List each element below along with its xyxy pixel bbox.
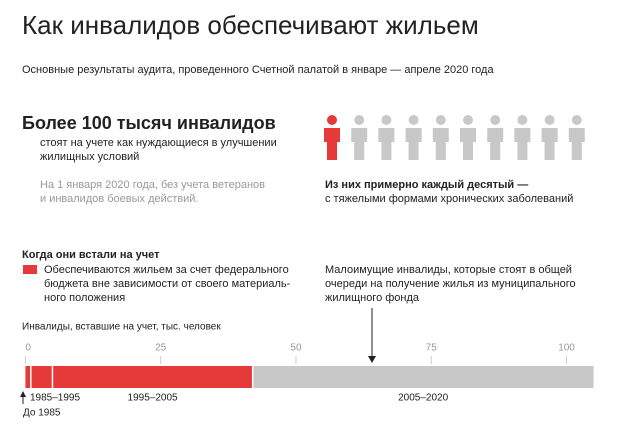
x-tick-label: 100 (558, 343, 575, 354)
share-bold: Из них примерно каждый десятый — (325, 179, 528, 191)
bar-segment (25, 366, 31, 388)
person-head (408, 115, 419, 125)
callout-arrowhead (368, 356, 376, 363)
bar-segment (30, 366, 53, 388)
legend-text: ного положения (44, 292, 125, 304)
legend-title: Когда они встали на учет (22, 249, 160, 261)
person-head (381, 115, 392, 125)
segment-label: 1985–1995 (30, 393, 80, 404)
segment-label: 2005–2020 (398, 393, 448, 404)
person-head (571, 115, 582, 125)
person-head (517, 115, 528, 125)
callout: жилищного фонда (325, 292, 420, 304)
legend-text: бюджета вне зависимости от своего матери… (44, 278, 291, 290)
person-body (432, 128, 449, 160)
bar-segment (252, 366, 594, 388)
headline: Более 100 тысяч инвалидов (22, 113, 276, 133)
subtitle: Основные результаты аудита, проведенного… (22, 64, 494, 76)
x-tick-label: 25 (155, 343, 167, 354)
pointer-head (20, 391, 26, 397)
person-body (541, 128, 558, 160)
callout: Малоимущие инвалиды, которые стоят в общ… (325, 264, 572, 276)
title: Как инвалидов обеспечивают жильем (22, 10, 479, 40)
segment-label: 1995–2005 (128, 393, 178, 404)
share-text: с тяжелыми формами хронических заболеван… (325, 193, 573, 205)
headline-text: жилищных условий (40, 151, 139, 163)
person-head (544, 115, 555, 125)
x-tick-label: 75 (426, 343, 438, 354)
person-body (487, 128, 504, 160)
person-head (435, 115, 446, 125)
x-tick-label: 50 (290, 343, 302, 354)
x-tick-label: 0 (25, 343, 31, 354)
note: На 1 января 2020 года, без учета ветеран… (40, 179, 265, 191)
legend-swatch (23, 265, 37, 274)
person-body (460, 128, 476, 160)
person-body (405, 128, 422, 160)
person-head (463, 115, 473, 125)
person-head (327, 115, 337, 125)
person-body (351, 128, 368, 160)
bar-segment (52, 366, 253, 388)
segment-label: До 1985 (23, 408, 61, 419)
person-head (354, 115, 365, 125)
headline-text: стоят на учете как нуждающиеся в улучшен… (40, 137, 277, 149)
axis-label: Инвалиды, вставшие на учет, тыс. человек (22, 322, 221, 333)
person-body (568, 128, 585, 160)
person-body (514, 128, 531, 160)
person-head (490, 115, 501, 125)
note: и инвалидов боевых действий. (40, 193, 199, 205)
callout: очереди на получение жилья из муниципаль… (325, 278, 576, 290)
legend-text: Обеспечиваются жильем за счет федерально… (44, 264, 289, 276)
person-body (324, 128, 340, 160)
person-body (378, 128, 395, 160)
